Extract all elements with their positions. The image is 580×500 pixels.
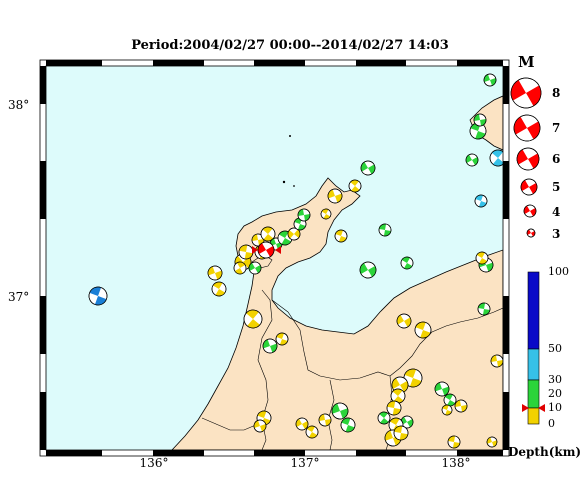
earthquake-mechanism <box>473 113 487 127</box>
map-title: Period:2004/02/27 00:00--2014/02/27 14:0… <box>131 38 449 53</box>
earthquake-mechanism <box>262 338 278 354</box>
earthquake-mechanism <box>318 413 332 427</box>
magnitude-label-6: 6 <box>552 152 561 166</box>
earthquake-mechanism <box>489 149 503 167</box>
earthquake-mechanism <box>393 425 409 441</box>
earthquake-mechanism <box>474 194 488 208</box>
lon-label-138: 138° <box>441 456 471 470</box>
depth-tick-20: 20 <box>548 387 562 400</box>
earthquake-mechanism <box>454 399 468 413</box>
earthquake-mechanism <box>378 223 392 237</box>
magnitude-legend-ball <box>520 178 538 196</box>
magnitude-legend-ball <box>513 114 541 142</box>
main-event-pointer-right <box>275 246 281 254</box>
depth-pointer-right <box>538 404 545 412</box>
magnitude-label-8: 8 <box>552 86 561 100</box>
depth-tick-30: 30 <box>548 373 562 386</box>
earthquake-mechanism <box>275 332 289 346</box>
main-event-pointer-left <box>252 246 258 254</box>
earthquake-mechanism <box>414 321 432 339</box>
earthquake-mechanism <box>465 153 479 167</box>
earthquake-mechanism <box>441 404 453 416</box>
magnitude-legend-ball <box>523 204 537 218</box>
earthquake-mechanism <box>88 286 108 306</box>
depth-scale-title: Depth(km) <box>508 445 580 459</box>
earthquake-mechanism <box>331 402 349 420</box>
earthquake-mechanism <box>486 436 498 448</box>
map-frame <box>39 59 510 457</box>
earthquake-mechanism <box>243 309 263 329</box>
earthquake-mechanism <box>248 261 262 275</box>
earthquake-mechanism <box>340 417 356 433</box>
lat-label-37: 37° <box>8 290 30 304</box>
earthquake-mechanism <box>295 417 309 431</box>
magnitude-label-7: 7 <box>552 121 561 135</box>
earthquake-mechanism <box>297 208 311 222</box>
earthquake-mechanism <box>320 208 332 220</box>
magnitude-label-5: 5 <box>552 180 561 194</box>
main-earthquake-mechanism <box>257 241 275 259</box>
earthquake-mechanism <box>207 265 223 281</box>
earthquake-mechanism <box>434 381 450 397</box>
magnitude-legend-ball <box>516 147 540 171</box>
depth-pointer-left <box>522 404 529 412</box>
magnitude-legend <box>510 77 542 238</box>
earthquake-mechanism <box>400 415 414 429</box>
earthquake-mechanism <box>360 160 376 176</box>
earthquake-mechanism <box>233 261 247 275</box>
earthquake-mechanism <box>403 368 423 388</box>
magnitude-legend-ball <box>526 228 536 238</box>
earthquake-mechanism <box>477 302 491 316</box>
earthquake-mechanism <box>475 251 489 265</box>
earthquake-mechanism <box>396 313 412 329</box>
earthquake-mechanism <box>490 354 503 368</box>
lon-label-136: 136° <box>139 456 169 470</box>
depth-tick-0: 0 <box>548 417 555 430</box>
earthquake-mechanism <box>447 435 461 449</box>
depth-color-scale <box>522 271 545 425</box>
depth-tick-100: 100 <box>548 265 569 278</box>
depth-tick-10: 10 <box>548 401 562 414</box>
earthquake-mechanism <box>251 233 265 247</box>
earthquake-mechanism <box>305 425 319 439</box>
earthquake-mechanism <box>400 256 414 270</box>
earthquake-mechanism <box>443 393 457 407</box>
magnitude-legend-ball <box>510 77 542 109</box>
earthquake-mechanism <box>327 188 343 204</box>
earthquake-mechanism <box>238 244 254 260</box>
earthquake-mechanism <box>211 281 227 297</box>
earthquake-mechanism <box>334 229 348 243</box>
lon-label-137: 137° <box>290 456 320 470</box>
earthquake-mechanism <box>377 411 391 425</box>
earthquake-mechanism <box>483 73 497 87</box>
earthquake-mechanism <box>253 419 267 433</box>
earthquake-mechanism <box>386 400 402 416</box>
magnitude-label-3: 3 <box>552 227 561 241</box>
magnitude-legend-header: M <box>518 53 535 71</box>
earthquake-mechanism <box>359 261 377 279</box>
magnitude-label-4: 4 <box>552 205 561 219</box>
earthquake-mechanism <box>348 179 362 193</box>
lat-label-38: 38° <box>8 98 30 112</box>
earthquake-mechanism <box>469 122 487 140</box>
earthquake-mechanisms <box>88 73 503 449</box>
earthquake-mechanism <box>287 227 301 241</box>
depth-tick-50: 50 <box>548 342 562 355</box>
